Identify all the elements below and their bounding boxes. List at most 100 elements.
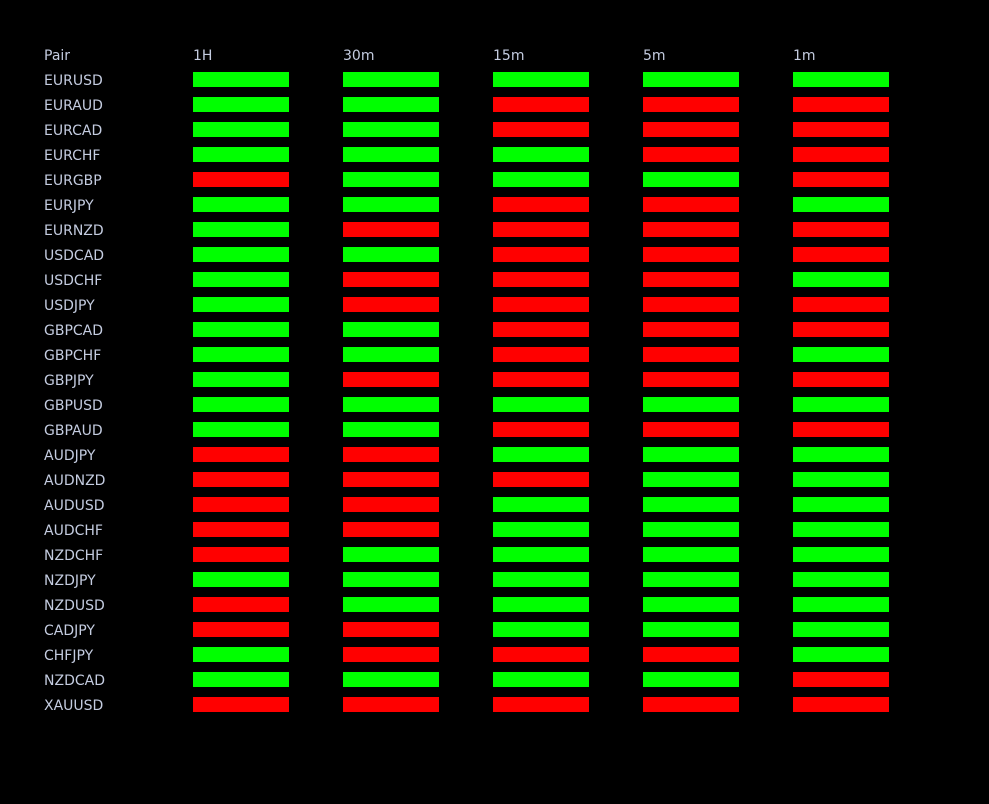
timeframe-header: 1m <box>793 48 816 64</box>
signal-bar <box>193 172 289 187</box>
signal-bar <box>193 497 289 512</box>
signal-bar <box>343 522 439 537</box>
signal-bar <box>493 572 589 587</box>
signal-bar <box>643 297 739 312</box>
signal-bar <box>193 72 289 87</box>
pair-label: CHFJPY <box>44 648 94 664</box>
signal-bar <box>193 622 289 637</box>
signal-bar <box>793 647 889 662</box>
signal-bar <box>793 297 889 312</box>
signal-bar <box>343 347 439 362</box>
signal-bar <box>493 522 589 537</box>
signal-bar <box>793 672 889 687</box>
signal-bar <box>343 122 439 137</box>
signal-bar <box>343 197 439 212</box>
signal-bar <box>343 72 439 87</box>
signal-bar <box>193 272 289 287</box>
signal-bar <box>793 322 889 337</box>
pair-label: AUDJPY <box>44 448 96 464</box>
pair-label: AUDNZD <box>44 473 105 489</box>
signal-bar <box>343 397 439 412</box>
signal-bar <box>493 222 589 237</box>
signal-bar <box>493 297 589 312</box>
signal-bar <box>793 247 889 262</box>
signal-bar <box>793 422 889 437</box>
signal-bar <box>643 222 739 237</box>
signal-bar <box>643 372 739 387</box>
signal-bar <box>793 447 889 462</box>
signal-bar <box>193 197 289 212</box>
signal-bar <box>193 347 289 362</box>
signal-bar <box>193 397 289 412</box>
signal-bar <box>193 672 289 687</box>
signal-bar <box>493 147 589 162</box>
signal-bar <box>493 347 589 362</box>
signal-bar <box>343 422 439 437</box>
signal-bar <box>493 197 589 212</box>
signal-bar <box>643 447 739 462</box>
signal-bar <box>343 372 439 387</box>
pair-label: AUDCHF <box>44 523 103 539</box>
signal-bar <box>493 172 589 187</box>
signal-bar <box>343 597 439 612</box>
pair-label: GBPUSD <box>44 398 103 414</box>
signal-bar <box>793 497 889 512</box>
signal-bar <box>343 622 439 637</box>
signal-bar <box>193 297 289 312</box>
pair-label: EURUSD <box>44 73 103 89</box>
signal-bar <box>343 447 439 462</box>
signal-bar <box>493 472 589 487</box>
signal-bar <box>643 572 739 587</box>
signal-bar <box>343 147 439 162</box>
signal-bar <box>643 122 739 137</box>
signal-bar <box>493 372 589 387</box>
signal-bar <box>493 697 589 712</box>
signal-bar <box>343 247 439 262</box>
signal-bar <box>343 547 439 562</box>
signal-bar <box>793 172 889 187</box>
signal-bar <box>193 597 289 612</box>
pair-label: GBPCHF <box>44 348 101 364</box>
signal-bar <box>793 472 889 487</box>
signal-bar <box>793 347 889 362</box>
pair-label: GBPAUD <box>44 423 103 439</box>
signal-bar <box>793 272 889 287</box>
signal-bar <box>193 122 289 137</box>
signal-bar <box>793 547 889 562</box>
signal-bar <box>643 622 739 637</box>
signal-bar <box>793 72 889 87</box>
signal-bar <box>343 172 439 187</box>
signal-bar <box>493 622 589 637</box>
signal-bar <box>793 622 889 637</box>
pair-label: EURCAD <box>44 123 102 139</box>
signal-bar <box>493 122 589 137</box>
signal-bar <box>793 97 889 112</box>
signal-bar <box>643 272 739 287</box>
timeframe-header: 1H <box>193 48 212 64</box>
pair-label: USDCAD <box>44 248 104 264</box>
timeframe-header: 5m <box>643 48 666 64</box>
signal-bar <box>643 422 739 437</box>
pair-label: EURCHF <box>44 148 100 164</box>
pair-label: EURGBP <box>44 173 102 189</box>
signal-bar <box>193 647 289 662</box>
signal-bar <box>343 222 439 237</box>
signal-bar <box>793 397 889 412</box>
signal-bar <box>793 697 889 712</box>
pair-label: USDJPY <box>44 298 95 314</box>
pair-label: NZDCHF <box>44 548 103 564</box>
signal-bar <box>643 547 739 562</box>
signal-bar <box>793 197 889 212</box>
signal-bar <box>493 97 589 112</box>
signal-bar <box>643 72 739 87</box>
signal-bar <box>793 572 889 587</box>
signal-bar <box>793 122 889 137</box>
pair-label: NZDUSD <box>44 598 105 614</box>
signal-bar <box>193 447 289 462</box>
signal-bar <box>493 397 589 412</box>
signal-bar <box>643 97 739 112</box>
pair-label: GBPCAD <box>44 323 103 339</box>
signal-bar <box>793 147 889 162</box>
signal-bar <box>493 272 589 287</box>
signal-bar <box>643 472 739 487</box>
